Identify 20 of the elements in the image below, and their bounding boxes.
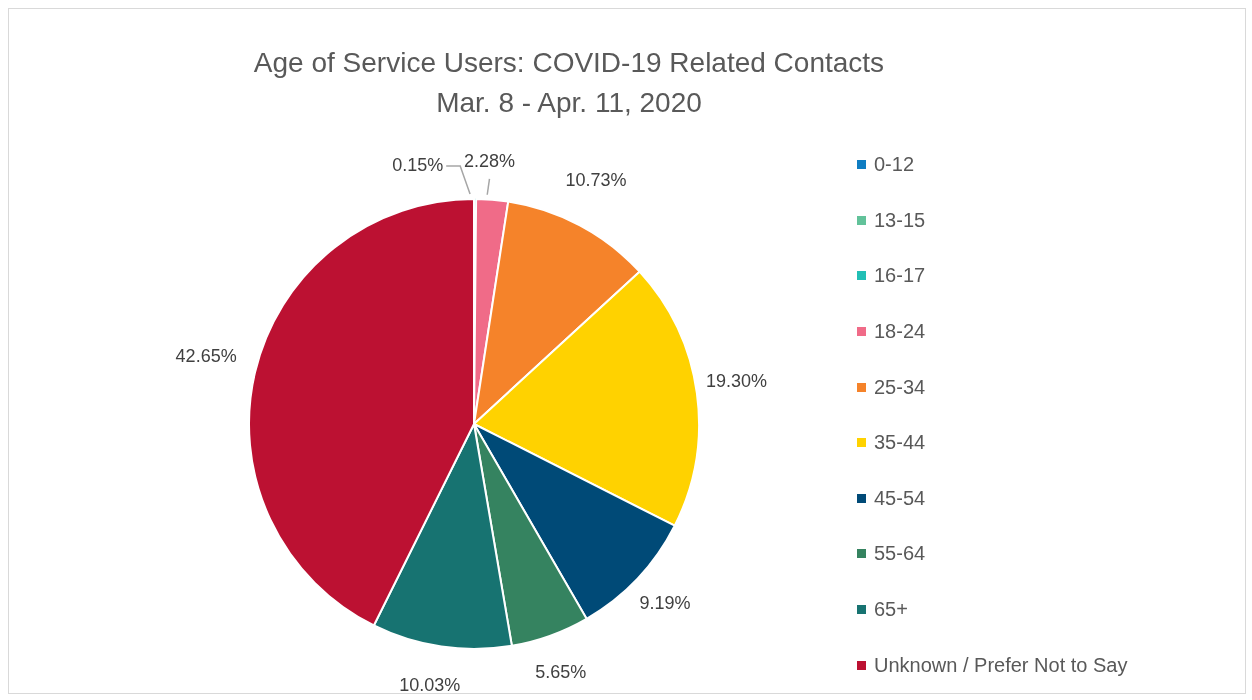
legend-label: 16-17 xyxy=(874,264,926,288)
chart-title: Age of Service Users: COVID-19 Related Contacts xyxy=(252,46,886,80)
legend-label: 25-34 xyxy=(874,375,926,399)
data-label: 10.03% xyxy=(399,674,461,695)
chart-subtitle: Mar. 8 - Apr. 11, 2020 xyxy=(435,86,703,120)
legend-label: 55-64 xyxy=(874,542,926,566)
data-label: 0.15% xyxy=(392,154,444,175)
legend-label: 18-24 xyxy=(874,320,926,344)
data-label: 2.28% xyxy=(463,150,516,171)
data-label: 10.73% xyxy=(565,169,627,190)
data-label: 5.65% xyxy=(535,661,587,682)
legend-label: 45-54 xyxy=(874,486,926,510)
data-label: 42.65% xyxy=(175,346,237,367)
legend-label: 35-44 xyxy=(874,431,926,455)
legend-label: Unknown / Prefer Not to Say xyxy=(874,653,1128,677)
data-label: 9.19% xyxy=(639,593,691,614)
legend-label: 65+ xyxy=(874,598,908,622)
legend-label: 13-15 xyxy=(874,208,926,232)
legend-label: 0-12 xyxy=(874,153,915,177)
data-label: 19.30% xyxy=(705,370,767,391)
